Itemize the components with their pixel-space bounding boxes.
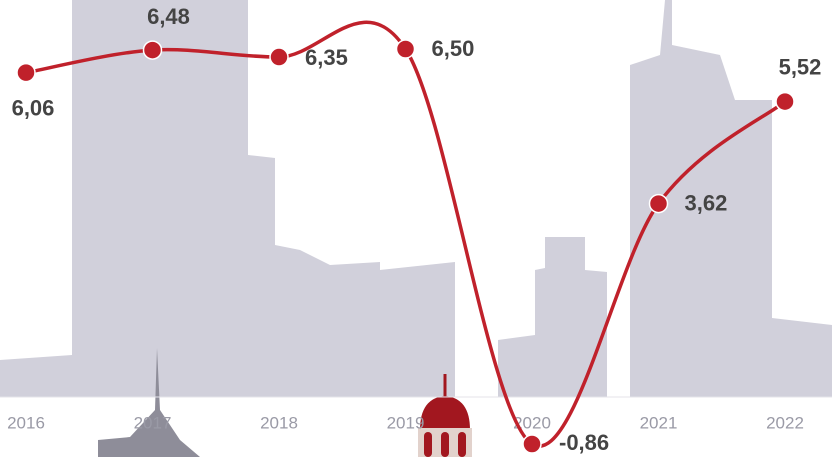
x-tick-label: 2019 bbox=[387, 413, 425, 432]
data-label: 6,48 bbox=[147, 4, 190, 29]
x-tick-label: 2017 bbox=[134, 413, 172, 432]
data-label: -0,86 bbox=[559, 430, 609, 455]
x-tick-label: 2022 bbox=[766, 413, 804, 432]
data-point bbox=[144, 41, 162, 59]
data-point bbox=[523, 435, 541, 453]
x-tick-label: 2021 bbox=[640, 413, 678, 432]
data-point bbox=[17, 64, 35, 82]
data-label: 3,62 bbox=[685, 190, 728, 215]
data-point bbox=[270, 48, 288, 66]
data-label: 6,06 bbox=[12, 95, 55, 120]
data-label: 5,52 bbox=[779, 54, 822, 79]
x-tick-label: 2018 bbox=[260, 413, 298, 432]
data-point bbox=[397, 40, 415, 58]
chart: 20162017201820192020202120226,066,486,35… bbox=[0, 0, 832, 457]
data-label: 6,50 bbox=[432, 36, 475, 61]
data-point bbox=[776, 93, 794, 111]
x-tick-label: 2016 bbox=[7, 413, 45, 432]
data-label: 6,35 bbox=[305, 45, 348, 70]
data-point bbox=[650, 195, 668, 213]
